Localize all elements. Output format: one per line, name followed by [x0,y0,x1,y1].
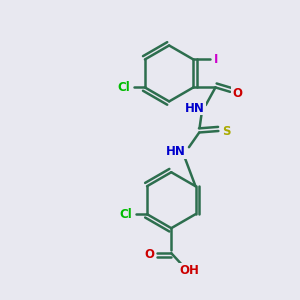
Text: HN: HN [185,101,205,115]
Text: Cl: Cl [119,208,132,221]
Text: HN: HN [166,145,186,158]
Text: O: O [144,248,154,261]
Text: OH: OH [179,264,199,277]
Text: I: I [214,53,218,66]
Text: O: O [232,87,242,100]
Text: Cl: Cl [117,81,130,94]
Text: S: S [222,124,231,137]
